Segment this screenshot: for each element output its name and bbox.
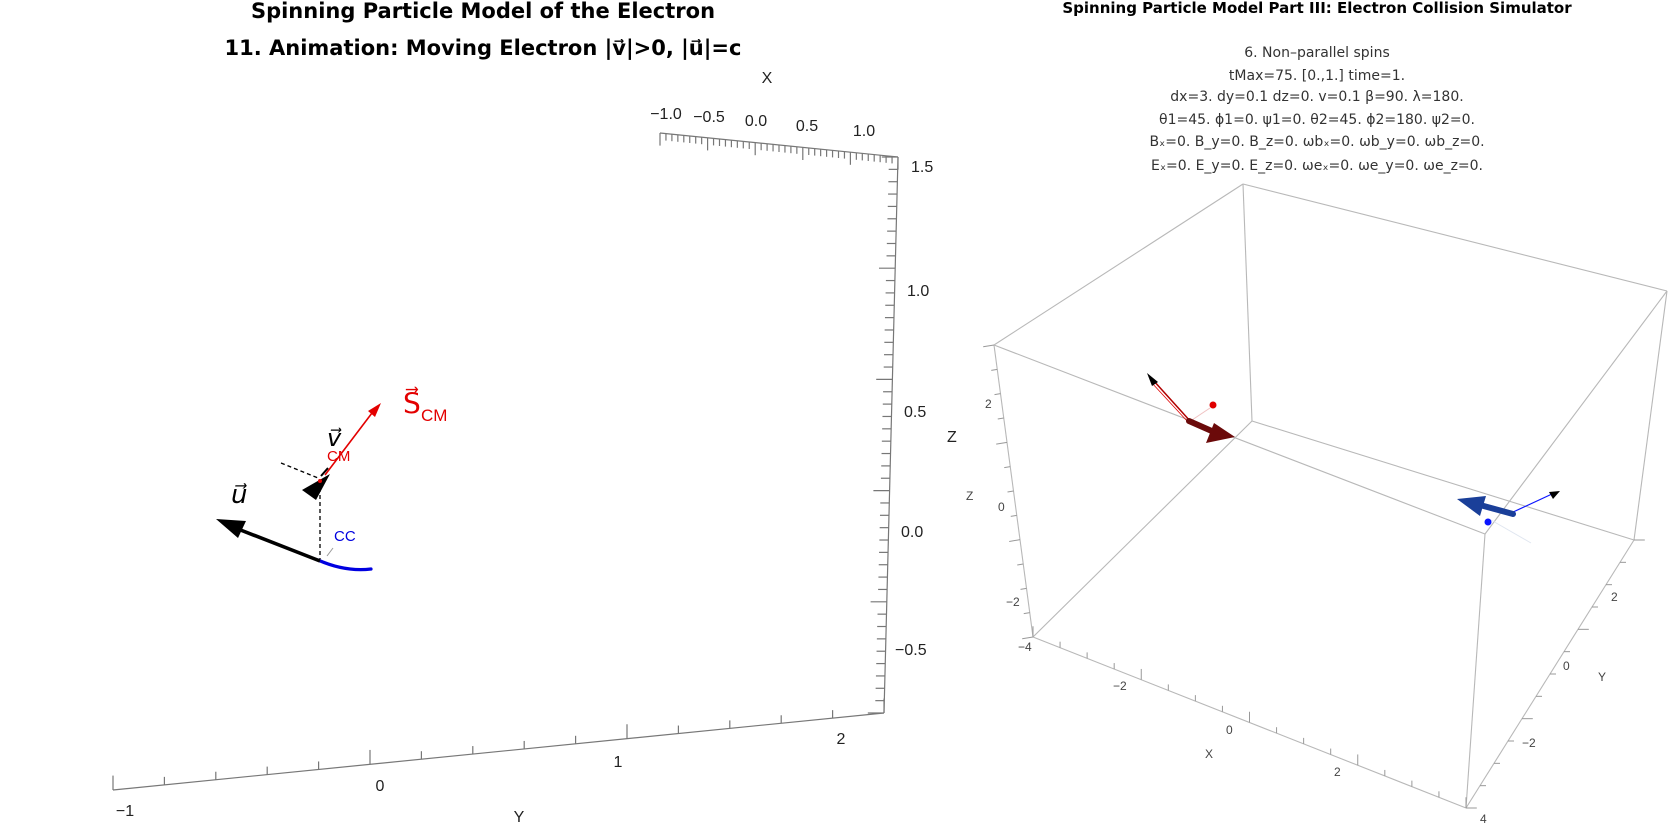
red-trail <box>1191 407 1211 421</box>
info-line: tMax=75. [0.,1.] time=1. <box>1229 68 1405 84</box>
axis-tick <box>1009 539 1021 542</box>
s-cm-arrowhead <box>368 403 381 417</box>
y-tick: 0 <box>1563 659 1570 673</box>
z-tick-label: 1.0 <box>907 283 929 300</box>
x-tick: −4 <box>1018 640 1032 654</box>
blue-dot <box>1484 518 1492 526</box>
electron-red <box>1147 373 1235 443</box>
axis-tick <box>1010 514 1017 517</box>
z-tick-label: 0.5 <box>904 404 926 421</box>
axis-tick <box>997 417 1004 420</box>
cm-label: CM <box>327 448 350 465</box>
x-tick-label: −0.5 <box>693 109 725 126</box>
red-spin-vector-thin <box>1150 381 1189 423</box>
cc-label: CC <box>334 528 356 545</box>
axis-tick <box>1004 466 1011 469</box>
z-tick-label: −0.5 <box>895 642 927 659</box>
cc-trajectory <box>316 558 373 572</box>
cm-point <box>318 479 322 483</box>
red-velocity-arrowhead <box>1206 423 1235 443</box>
blue-trail <box>1490 519 1532 544</box>
axis-tick <box>1017 563 1024 566</box>
info-line: Eₓ=0. E_y=0. E_z=0. ωeₓ=0. ωe_y=0. ωe_z=… <box>1151 158 1483 174</box>
v-vector-arrowhead <box>302 474 330 500</box>
bounding-box <box>993 183 1668 809</box>
x-tick: 2 <box>1334 765 1341 779</box>
left-panel: Spinning Particle Model of the Electron … <box>112 0 933 826</box>
axis-tick <box>994 393 1001 396</box>
axis-tick <box>1023 612 1030 615</box>
y-tick: 2 <box>1611 590 1618 604</box>
electron-blue <box>1457 491 1560 544</box>
cm-dashed-left <box>280 462 319 479</box>
red-spin-arrowhead <box>1147 373 1158 386</box>
y-axis-bottom <box>112 698 885 791</box>
right-panel: Spinning Particle Model Part III: Electr… <box>947 0 1668 826</box>
axis-tick <box>996 441 1008 445</box>
axis-tick <box>1020 587 1027 590</box>
s-cm-subscript: CM <box>421 406 447 425</box>
y-axis-label: Y <box>1598 670 1606 684</box>
z-tick: −2 <box>1006 595 1020 609</box>
axis-tick <box>991 368 998 371</box>
y-axis-label: Y <box>514 809 525 826</box>
x-axis-top <box>659 132 899 170</box>
z-tick: 0 <box>998 500 1005 514</box>
x-tick-label: 0.5 <box>796 118 818 135</box>
red-dot <box>1209 401 1217 409</box>
axis-tick <box>983 344 995 348</box>
electron-model: u⃗ v⃗ S⃗ CM CM CC <box>216 386 447 572</box>
red-velocity <box>1186 418 1217 435</box>
z-inner-label: Z <box>966 489 973 503</box>
y-tick-label: −1 <box>116 803 134 820</box>
x-tick-label: 0.0 <box>745 113 767 130</box>
x-tick: 4 <box>1480 812 1487 826</box>
red-spin-vector <box>1152 379 1192 423</box>
y-tick-label: 0 <box>376 778 385 795</box>
x-tick-label: −1.0 <box>650 106 682 123</box>
x-axis-label: X <box>1205 747 1213 761</box>
z-axis-right <box>867 156 899 714</box>
x-tick: −2 <box>1113 679 1127 693</box>
x-tick-label: 1.0 <box>853 123 875 140</box>
blue-spin-vector <box>1510 493 1553 514</box>
right-axes-ticks <box>983 344 1645 809</box>
info-line: θ1=45. ϕ1=0. ψ1=0. θ2=45. ϕ2=180. ψ2=0. <box>1159 112 1475 128</box>
s-cm-vector <box>324 412 373 476</box>
u-label: u⃗ <box>231 479 247 509</box>
z-tick-label: 1.5 <box>911 159 933 176</box>
axis-tick <box>1007 490 1014 493</box>
x-tick: 0 <box>1226 723 1233 737</box>
y-tick-label: 2 <box>837 731 846 748</box>
s-cm-label: S⃗ <box>403 386 421 419</box>
blue-velocity-arrowhead <box>1457 496 1486 516</box>
blue-velocity <box>1477 502 1516 517</box>
blue-spin-arrowhead <box>1549 491 1560 499</box>
left-subtitle: 11. Animation: Moving Electron |v⃗|>0, |… <box>225 36 742 61</box>
y-tick: −2 <box>1522 736 1536 750</box>
u-vector-arrowhead <box>216 519 246 538</box>
right-title: Spinning Particle Model Part III: Electr… <box>1062 0 1572 17</box>
y-tick-label: 1 <box>614 754 623 771</box>
left-title: Spinning Particle Model of the Electron <box>251 0 715 23</box>
info-block: 6. Non–parallel spins tMax=75. [0.,1.] t… <box>1149 45 1484 174</box>
v-label: v⃗ <box>327 425 342 452</box>
z-tick: 2 <box>985 397 992 411</box>
info-line: dx=3. dy=0.1 dz=0. v=0.1 β=90. λ=180. <box>1170 89 1463 105</box>
u-vector <box>237 527 321 563</box>
info-line: 6. Non–parallel spins <box>1244 45 1390 61</box>
z-outer-label: Z <box>947 429 957 446</box>
info-line: Bₓ=0. B_y=0. B_z=0. ωbₓ=0. ωb_y=0. ωb_z=… <box>1149 134 1484 150</box>
cc-pointer <box>326 547 334 557</box>
z-tick-label: 0.0 <box>901 524 923 541</box>
x-axis-label: X <box>762 70 773 87</box>
axis-tick <box>1022 636 1034 640</box>
v-vector <box>320 467 329 477</box>
